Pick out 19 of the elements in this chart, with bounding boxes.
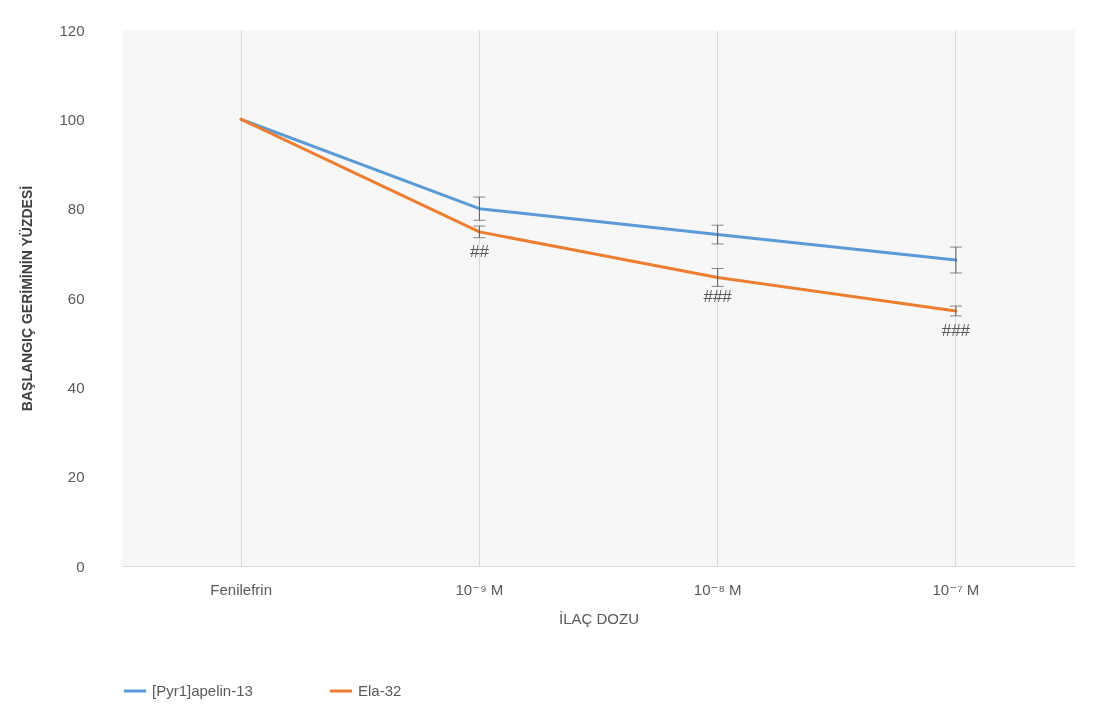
x-tick-label: Fenilefrin <box>210 580 272 598</box>
y-axis-title: BAŞLANGIÇ GERİMİNİN YÜZDESİ <box>19 185 36 412</box>
legend-label: Ela-32 <box>358 682 402 699</box>
y-tick-label: 20 <box>67 468 85 486</box>
y-tick-label: 80 <box>67 200 85 218</box>
x-tick-label: 10⁻⁷ M <box>932 580 980 598</box>
x-tick-label: 10⁻⁹ M <box>455 580 504 598</box>
y-tick-label: 40 <box>67 378 85 396</box>
annotation: ### <box>941 320 971 340</box>
y-tick-label: 120 <box>59 21 85 39</box>
line-series <box>239 117 958 313</box>
annotation: ## <box>469 241 490 261</box>
annotation: ### <box>703 287 733 307</box>
y-tick-label: 0 <box>76 557 85 575</box>
y-tick-label: 60 <box>67 289 85 307</box>
y-tick-label: 100 <box>59 110 85 128</box>
x-axis-title: İLAÇ DOZU <box>558 609 640 627</box>
x-tick-label: 10⁻⁸ M <box>693 580 742 598</box>
legend-label: [Pyr1]apelin-13 <box>152 682 253 699</box>
